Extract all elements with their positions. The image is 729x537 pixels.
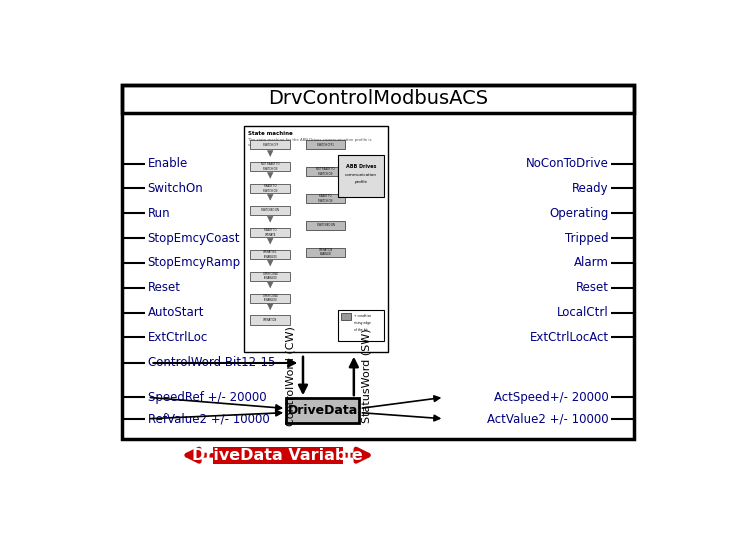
Text: DriveData Variable: DriveData Variable <box>192 448 363 463</box>
Text: Reset: Reset <box>147 281 181 294</box>
FancyBboxPatch shape <box>251 294 290 303</box>
Text: ControlWord (CW): ControlWord (CW) <box>286 326 295 426</box>
Text: READY TO
SWITCH ON: READY TO SWITCH ON <box>319 194 332 202</box>
Text: ActSpeed+/- 20000: ActSpeed+/- 20000 <box>494 391 609 404</box>
Text: + condition: + condition <box>354 314 371 318</box>
FancyBboxPatch shape <box>306 248 346 257</box>
Text: of the bit: of the bit <box>354 328 367 332</box>
Text: ActValue2 +/- 10000: ActValue2 +/- 10000 <box>487 412 609 425</box>
Text: shown below.: shown below. <box>248 143 275 147</box>
FancyBboxPatch shape <box>306 167 346 176</box>
Text: Tripped: Tripped <box>565 231 609 245</box>
Text: StopEmcyCoast: StopEmcyCoast <box>147 231 240 245</box>
FancyBboxPatch shape <box>338 155 384 197</box>
Text: OPERATING
(ENABLED): OPERATING (ENABLED) <box>263 250 277 258</box>
FancyBboxPatch shape <box>243 126 388 352</box>
Text: ABB Drives: ABB Drives <box>346 164 376 170</box>
FancyBboxPatch shape <box>251 140 290 149</box>
Text: SwitchOn: SwitchOn <box>147 182 203 195</box>
Text: ControlWord Bit12-15: ControlWord Bit12-15 <box>147 357 275 369</box>
Text: profile: profile <box>355 180 367 184</box>
Text: StatusWord (SW): StatusWord (SW) <box>362 329 371 423</box>
FancyBboxPatch shape <box>251 206 290 215</box>
Text: READY TO
SWITCH ON: READY TO SWITCH ON <box>263 184 278 193</box>
FancyBboxPatch shape <box>251 228 290 237</box>
Text: OPERATION
ENABLED: OPERATION ENABLED <box>319 248 332 257</box>
Text: SWITCHED ON: SWITCHED ON <box>261 208 279 213</box>
Text: OPERATION: OPERATION <box>263 318 277 322</box>
FancyBboxPatch shape <box>251 162 290 171</box>
FancyBboxPatch shape <box>251 272 290 281</box>
Text: Reset: Reset <box>576 281 609 294</box>
Text: State machine: State machine <box>248 132 293 136</box>
Text: OPER COND
(ENABLED): OPER COND (ENABLED) <box>262 272 278 280</box>
Text: OPER COND
(ENABLED): OPER COND (ENABLED) <box>262 294 278 302</box>
Text: DriveData: DriveData <box>288 404 358 417</box>
FancyBboxPatch shape <box>251 184 290 193</box>
Text: SpeedRef +/- 20000: SpeedRef +/- 20000 <box>147 391 266 404</box>
Text: NOT READY TO
SWITCH ON: NOT READY TO SWITCH ON <box>316 167 335 176</box>
Text: The state machine for the ABB Drives communication profile is: The state machine for the ABB Drives com… <box>248 138 372 142</box>
FancyBboxPatch shape <box>286 398 359 423</box>
Text: LocalCtrl: LocalCtrl <box>557 306 609 319</box>
Text: SWITCHED ON: SWITCHED ON <box>316 223 335 227</box>
Text: rising edge: rising edge <box>354 321 371 325</box>
FancyBboxPatch shape <box>251 250 290 259</box>
Text: ExtCtrlLoc: ExtCtrlLoc <box>147 331 208 344</box>
FancyBboxPatch shape <box>338 310 384 342</box>
Text: DrvControlModbusACS: DrvControlModbusACS <box>268 90 488 108</box>
FancyBboxPatch shape <box>306 221 346 230</box>
Text: StopEmcyRamp: StopEmcyRamp <box>147 256 241 270</box>
Text: communication: communication <box>346 173 377 177</box>
Text: Operating: Operating <box>549 207 609 220</box>
Text: Ready: Ready <box>572 182 609 195</box>
Text: RefValue2 +/- 10000: RefValue2 +/- 10000 <box>147 412 270 425</box>
Text: Enable: Enable <box>147 157 188 170</box>
Text: AutoStart: AutoStart <box>147 306 204 319</box>
Text: ExtCtrlLocAct: ExtCtrlLocAct <box>529 331 609 344</box>
FancyBboxPatch shape <box>306 194 346 203</box>
Text: READY TO
OPERATE: READY TO OPERATE <box>264 228 276 237</box>
FancyBboxPatch shape <box>306 140 346 149</box>
Text: SWITCH OFF: SWITCH OFF <box>262 143 278 147</box>
Text: Alarm: Alarm <box>574 256 609 270</box>
Text: NoConToDrive: NoConToDrive <box>526 157 609 170</box>
Text: SWITCH OFF1: SWITCH OFF1 <box>317 143 334 147</box>
FancyBboxPatch shape <box>341 314 351 320</box>
FancyBboxPatch shape <box>251 315 290 324</box>
FancyBboxPatch shape <box>213 446 343 464</box>
Text: Run: Run <box>147 207 171 220</box>
Text: NOT READY TO
SWITCH ON: NOT READY TO SWITCH ON <box>261 162 279 171</box>
